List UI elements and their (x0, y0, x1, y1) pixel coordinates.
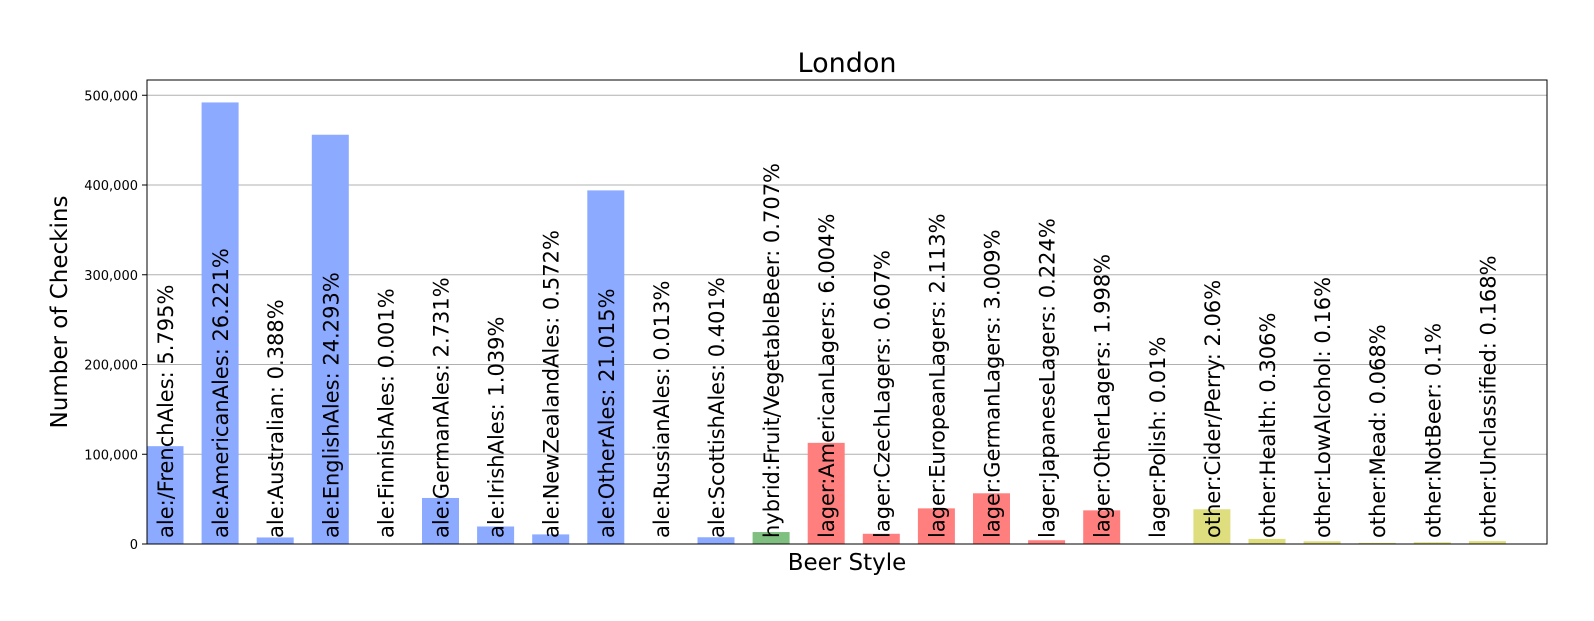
bar-label: other:Cider/Perry: 2.06% (1201, 280, 1225, 538)
bar-label: ale:ScottishAles: 0.401% (705, 277, 729, 538)
bar-label: ale:FinnishAles: 0.001% (374, 288, 398, 538)
bar (587, 190, 625, 544)
bar-label: other:Unclassified: 0.168% (1476, 255, 1500, 538)
bar-label: ale:EnglishAles: 24.293% (319, 272, 343, 538)
bar (201, 102, 239, 544)
bar (697, 537, 735, 544)
bar (1248, 538, 1286, 544)
bar-label: ale:AmericanAles: 26.221% (209, 248, 233, 538)
y-tick-label: 500,000 (84, 89, 138, 104)
bar (917, 508, 955, 544)
bar-label: ale:GermanAles: 2.731% (430, 277, 454, 538)
bar (862, 533, 900, 544)
bars (146, 102, 1506, 544)
y-tick-label: 0 (130, 538, 138, 553)
y-tick-label: 300,000 (84, 269, 138, 284)
plot-frame (146, 79, 1548, 545)
y-tick-label: 200,000 (84, 359, 138, 374)
bar-label: ale:OtherAles: 21.015% (595, 288, 619, 538)
bar-labels: ale:/FrenchAles: 5.795% ale:AmericanAles:… (154, 163, 1500, 538)
bar (807, 442, 845, 544)
bar-label: other:LowAlcohol: 0.16% (1311, 277, 1335, 538)
y-tick-label: 100,000 (84, 448, 138, 463)
y-axis-label: Number of Checkins (47, 196, 73, 429)
bar (1303, 541, 1341, 544)
bar (1468, 541, 1506, 544)
x-axis-label: Beer Style (788, 550, 907, 576)
y-axis-ticks: 0 100,000 200,000 300,000 400,000 500,000 (84, 89, 147, 553)
bar (1358, 542, 1396, 544)
bar (752, 532, 790, 544)
bar (1028, 540, 1066, 544)
bar-label: lager:AmericanLagers: 6.004% (815, 214, 839, 538)
bar (477, 526, 515, 544)
bar-label: lager:JapaneseLagers: 0.224% (1036, 218, 1060, 538)
bar-label: ale:IrishAles: 1.039% (485, 317, 509, 539)
gridlines (147, 94, 1547, 455)
bar-label: other:Mead: 0.068% (1366, 324, 1390, 538)
bar (973, 493, 1010, 544)
bar-label: other:NotBeer: 0.1% (1421, 323, 1445, 538)
bar-label: lager:GermanLagers: 3.009% (981, 229, 1005, 538)
bar (256, 537, 294, 544)
bar (311, 134, 349, 544)
bar (1083, 510, 1121, 544)
bar-label: hybrid:Fruit/VegetableBeer: 0.707% (760, 163, 784, 538)
chart-title: London (798, 48, 897, 79)
bar-label: ale:NewZealandAles: 0.572% (540, 230, 564, 538)
bar (422, 497, 459, 544)
bar (1413, 542, 1451, 544)
y-tick-label: 400,000 (84, 179, 138, 194)
bar-label: ale:/FrenchAles: 5.795% (154, 285, 178, 538)
bar-label: lager:Polish: 0.01% (1146, 337, 1170, 538)
bar-label: ale:RussianAles: 0.013% (650, 281, 674, 538)
bar-label: lager:EuropeanLagers: 2.113% (925, 213, 949, 538)
bar (532, 534, 570, 544)
bar-label: ale:Australian: 0.388% (264, 299, 288, 538)
bar (146, 446, 184, 544)
bar (1193, 509, 1231, 544)
bar-label: other:Health: 0.306% (1256, 313, 1280, 538)
bar-label: lager:OtherLagers: 1.998% (1091, 254, 1115, 538)
bar-label: lager:CzechLagers: 0.607% (870, 250, 894, 538)
